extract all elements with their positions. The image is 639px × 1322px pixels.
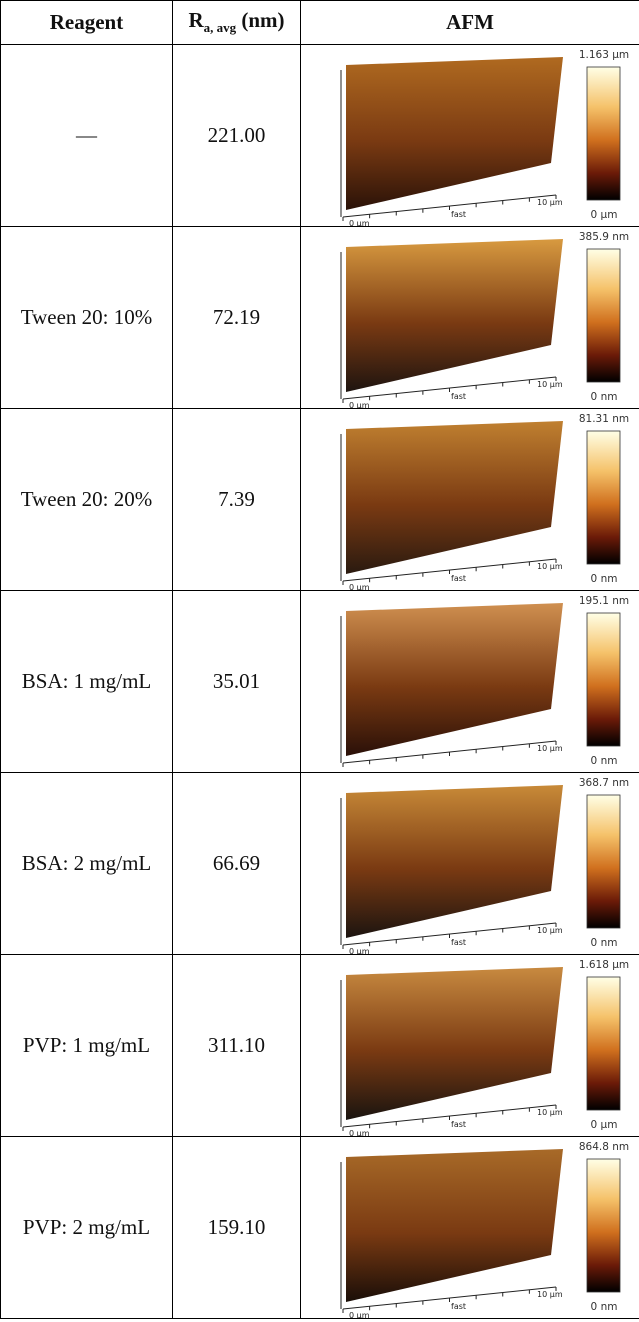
x-axis-end: 10 µm [537,198,563,207]
afm-image: 0 µm fast 10 µm 81.31 nm 0 nm [301,409,639,590]
x-axis-end: 10 µm [537,1108,563,1117]
ra-symbol: R [188,8,203,32]
x-axis-start: 0 µm [349,401,370,408]
x-axis-label: fast [451,938,466,947]
colorbar-min: 0 nm [591,1301,618,1313]
reagent-cell: PVP: 2 mg/mL [1,1137,173,1319]
afm-surface [346,57,563,210]
colorbar-min: 0 nm [591,937,618,949]
colorbar [587,249,620,382]
table-row: —221.00 0 µm fast 10 µm 1.163 µm 0 µm [1,45,639,227]
ra-cell: 311.10 [173,955,301,1137]
colorbar [587,431,620,564]
colorbar [587,67,620,200]
x-axis-start: 0 µm [349,219,370,226]
ra-unit: (nm) [241,8,284,32]
colorbar-max: 1.163 µm [579,49,629,61]
afm-image: 10 µm 195.1 nm 0 nm [301,591,639,772]
x-axis-end: 10 µm [537,1290,563,1299]
x-axis-label: fast [451,1120,466,1129]
afm-surface [346,967,563,1120]
colorbar-max: 195.1 nm [579,595,629,607]
page: Reagent Ra, avg (nm) AFM —221.00 0 µm fast… [0,0,639,1322]
colorbar-min: 0 µm [591,1119,618,1131]
afm-surface [346,603,563,756]
colorbar [587,977,620,1110]
table-body: —221.00 0 µm fast 10 µm 1.163 µm 0 µm Tween 20… [1,45,639,1319]
colorbar-min: 0 µm [591,209,618,221]
x-axis-end: 10 µm [537,744,563,753]
afm-cell: 0 µm fast 10 µm 385.9 nm 0 nm [301,227,639,409]
afm-cell: 0 µm fast 10 µm 864.8 nm 0 nm [301,1137,639,1319]
afm-cell: 0 µm fast 10 µm 1.163 µm 0 µm [301,45,639,227]
afm-cell: 0 µm fast 10 µm 1.618 µm 0 µm [301,955,639,1137]
header-row: Reagent Ra, avg (nm) AFM [1,1,639,45]
x-axis-start: 0 µm [349,1129,370,1136]
colorbar-min: 0 nm [591,755,618,767]
reagent-cell: BSA: 2 mg/mL [1,773,173,955]
afm-surface [346,239,563,392]
colorbar-min: 0 nm [591,391,618,403]
reagent-cell: Tween 20: 10% [1,227,173,409]
x-axis-label: fast [451,574,466,583]
afm-cell: 10 µm 195.1 nm 0 nm [301,591,639,773]
reagent-cell: PVP: 1 mg/mL [1,955,173,1137]
x-axis-label: fast [451,392,466,401]
colorbar-max: 81.31 nm [579,413,629,425]
reagent-cell: BSA: 1 mg/mL [1,591,173,773]
x-axis-end: 10 µm [537,380,563,389]
ra-cell: 72.19 [173,227,301,409]
colorbar [587,613,620,746]
ra-cell: 221.00 [173,45,301,227]
table-header: Reagent Ra, avg (nm) AFM [1,1,639,45]
x-axis-start: 0 µm [349,1311,370,1318]
results-table: Reagent Ra, avg (nm) AFM —221.00 0 µm fast… [0,0,639,1319]
x-axis-end: 10 µm [537,562,563,571]
x-axis-start: 0 µm [349,947,370,954]
afm-image: 0 µm fast 10 µm 1.618 µm 0 µm [301,955,639,1136]
afm-surface [346,1149,563,1302]
colorbar-max: 1.618 µm [579,959,629,971]
colorbar [587,1159,620,1292]
reagent-cell: Tween 20: 20% [1,409,173,591]
x-axis-label: fast [451,210,466,219]
colorbar-max: 368.7 nm [579,777,629,789]
ra-cell: 35.01 [173,591,301,773]
header-ra: Ra, avg (nm) [173,1,301,45]
afm-surface [346,785,563,938]
colorbar-max: 385.9 nm [579,231,629,243]
ra-cell: 66.69 [173,773,301,955]
x-axis-label: fast [451,1302,466,1311]
colorbar-max: 864.8 nm [579,1141,629,1153]
ra-cell: 7.39 [173,409,301,591]
afm-surface [346,421,563,574]
x-axis-start: 0 µm [349,583,370,590]
header-afm: AFM [301,1,639,45]
afm-image: 0 µm fast 10 µm 368.7 nm 0 nm [301,773,639,954]
afm-image: 0 µm fast 10 µm 864.8 nm 0 nm [301,1137,639,1318]
colorbar [587,795,620,928]
ra-cell: 159.10 [173,1137,301,1319]
reagent-cell: — [1,45,173,227]
afm-image: 0 µm fast 10 µm 385.9 nm 0 nm [301,227,639,408]
afm-cell: 0 µm fast 10 µm 368.7 nm 0 nm [301,773,639,955]
afm-image: 0 µm fast 10 µm 1.163 µm 0 µm [301,45,639,226]
ra-subscript: a, avg [204,21,237,36]
afm-cell: 0 µm fast 10 µm 81.31 nm 0 nm [301,409,639,591]
header-reagent: Reagent [1,1,173,45]
x-axis-end: 10 µm [537,926,563,935]
colorbar-min: 0 nm [591,573,618,585]
